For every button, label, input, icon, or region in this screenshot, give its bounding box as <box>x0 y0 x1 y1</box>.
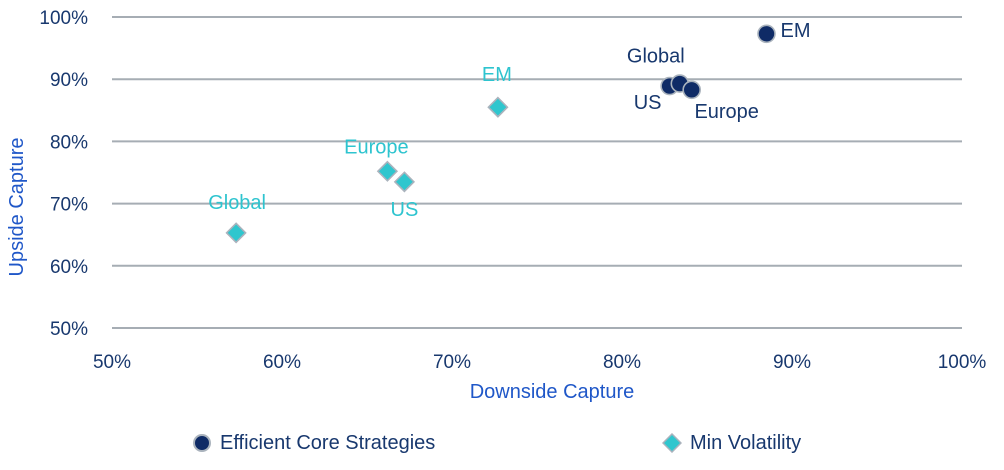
point-label: EM <box>482 64 512 86</box>
y-tick-label: 60% <box>50 257 88 278</box>
point-us-min-volatility <box>393 171 416 193</box>
point-label: Global <box>627 46 685 68</box>
point-europe-efficient-core <box>682 80 702 100</box>
point-europe-min-volatility <box>376 160 399 182</box>
legend-item-efficient-core-strategies: Efficient Core Strategies <box>192 432 435 454</box>
point-global-min-volatility <box>225 222 247 244</box>
y-tick-label: 70% <box>50 195 88 216</box>
point-label: Europe <box>694 101 759 123</box>
circle-marker-icon <box>193 434 211 452</box>
point-label: Global <box>208 192 266 214</box>
point-label: US <box>391 199 419 221</box>
y-tick-label: 50% <box>50 319 88 340</box>
point-label: US <box>634 92 662 114</box>
x-tick-label: 60% <box>263 352 301 373</box>
point-em-min-volatility <box>487 96 509 118</box>
x-tick-label: 90% <box>773 352 811 373</box>
x-tick-label: 70% <box>433 352 471 373</box>
plot-area: 100% 90% 80% 70% 60% 50%50% 60% 70% 80% 90% 100% US… <box>39 8 987 373</box>
diamond-marker-icon <box>662 433 682 453</box>
legend-label-min-volatility: Min Volatility <box>690 431 802 454</box>
legend-label-efficient-core-strategies: Efficient Core Strategies <box>220 431 436 454</box>
x-tick-label: 50% <box>93 352 131 373</box>
y-tick-label: 90% <box>50 70 88 91</box>
x-axis-title: Downside Capture <box>469 381 635 403</box>
y-tick-label: 100% <box>39 8 88 29</box>
y-tick-label: 80% <box>50 132 88 153</box>
x-tick-label: 80% <box>603 352 641 373</box>
x-tick-label: 100% <box>938 352 987 373</box>
y-axis-title: Upside Capture <box>6 137 28 277</box>
point-label: EM <box>781 20 811 42</box>
point-label: Europe <box>344 136 409 158</box>
point-em-efficient-core <box>757 24 776 44</box>
legend-item-min-volatility: Min Volatility <box>662 432 801 454</box>
